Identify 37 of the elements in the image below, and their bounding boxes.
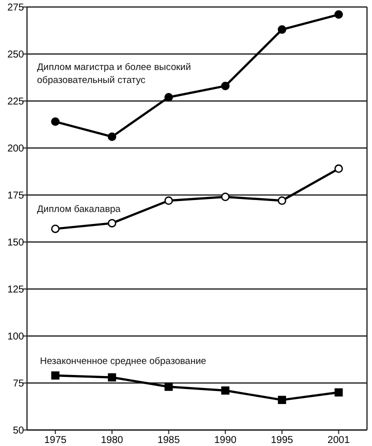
point bbox=[108, 373, 116, 382]
series-label: Диплом бакалавра bbox=[37, 204, 122, 215]
series-label: Диплом магистра и более высокий образовательный статус bbox=[37, 62, 191, 86]
x-tick-label: 1975 bbox=[44, 435, 67, 446]
point bbox=[221, 192, 230, 202]
y-tick-label: 225 bbox=[7, 96, 24, 108]
point bbox=[278, 196, 286, 205]
point bbox=[221, 82, 230, 90]
y-tick-label: 150 bbox=[7, 238, 24, 248]
point bbox=[51, 371, 60, 380]
y-tick-label: 175 bbox=[7, 190, 24, 202]
y-tick-label: 200 bbox=[7, 144, 24, 154]
y-tick-label: 100 bbox=[7, 332, 24, 342]
point bbox=[164, 92, 173, 102]
y-tick-label: 275 bbox=[7, 2, 24, 14]
point bbox=[164, 196, 173, 205]
point bbox=[108, 132, 116, 141]
point bbox=[221, 386, 230, 395]
y-tick-label: 75 bbox=[12, 378, 24, 390]
point bbox=[108, 218, 116, 228]
x-tick-label: 1995 bbox=[270, 435, 294, 446]
y-tick-label: 125 bbox=[7, 284, 24, 296]
point bbox=[164, 382, 173, 391]
x-tick-label: 1990 bbox=[214, 435, 237, 446]
series-label: Незаконченное среднее образование bbox=[40, 356, 206, 367]
point bbox=[51, 117, 60, 126]
x-tick-label: 1980 bbox=[100, 435, 124, 446]
point bbox=[334, 10, 343, 19]
point bbox=[51, 224, 60, 234]
point bbox=[334, 388, 343, 396]
y-tick-label: 250 bbox=[7, 50, 24, 60]
y-tick-label: 50 bbox=[12, 426, 24, 436]
point bbox=[278, 25, 286, 34]
x-tick-label: 1985 bbox=[158, 435, 180, 446]
point bbox=[278, 396, 286, 404]
x-tick-label: 2001 bbox=[328, 435, 350, 446]
point bbox=[334, 164, 343, 173]
